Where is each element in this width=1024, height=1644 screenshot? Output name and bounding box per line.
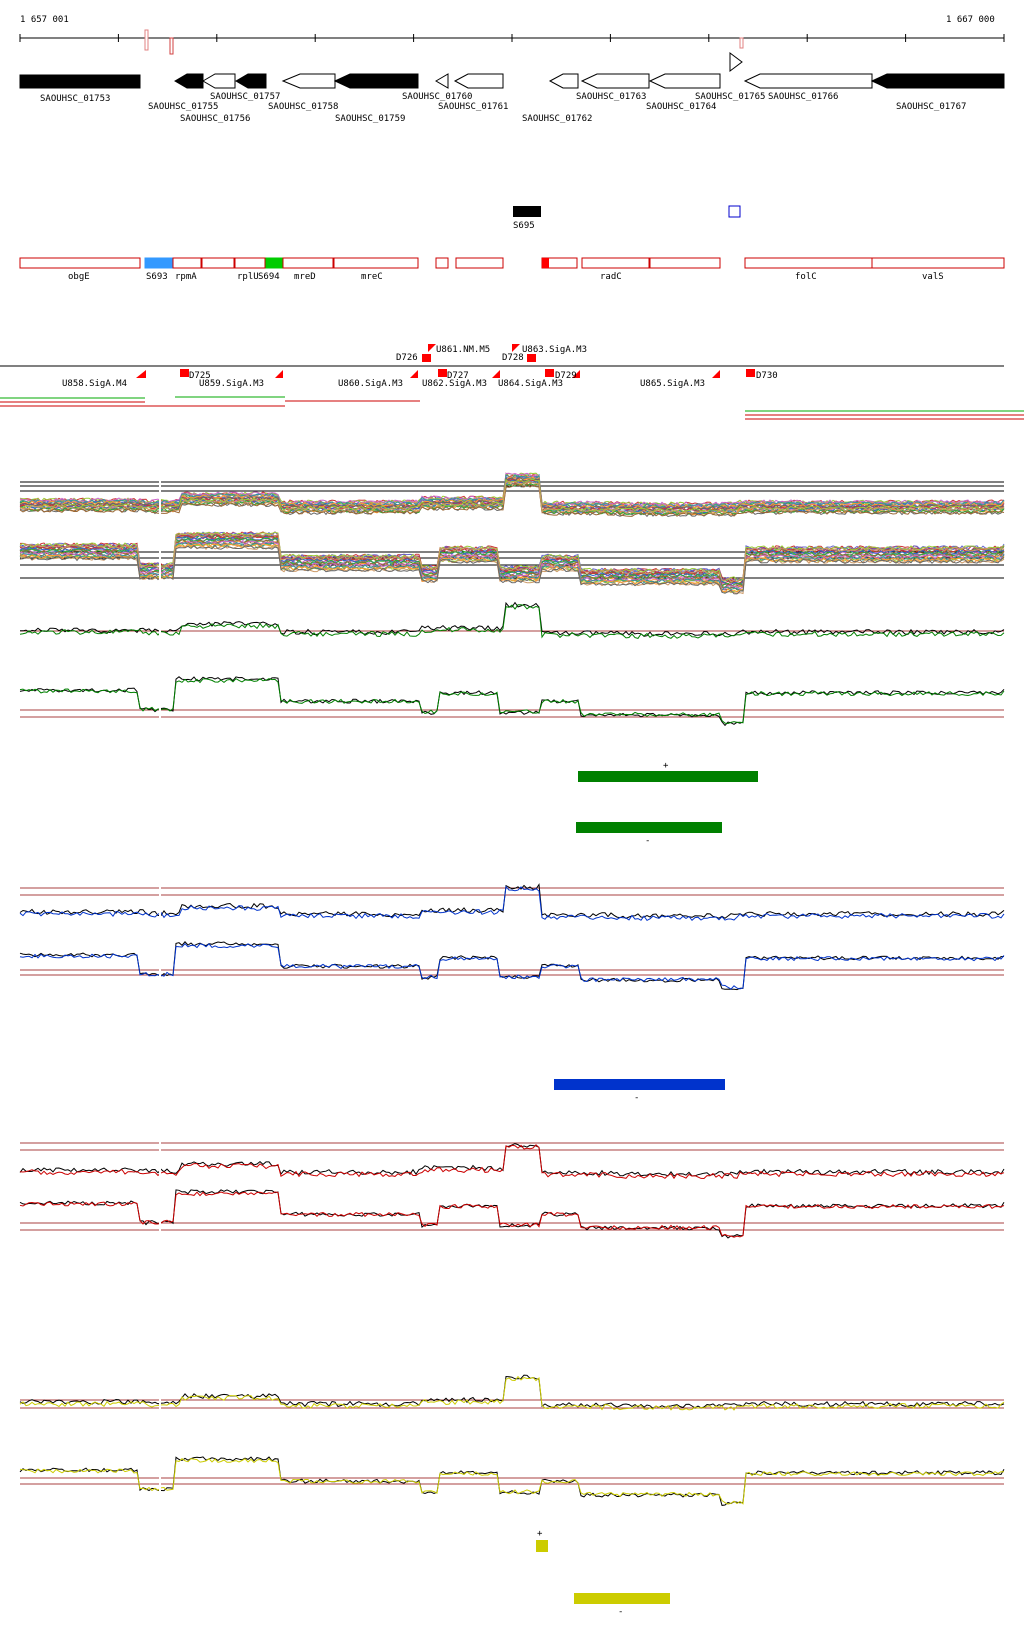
gene-arrow[interactable]: [174, 73, 204, 89]
gene-arrow[interactable]: [870, 73, 1005, 89]
promoter-markers: [136, 344, 755, 378]
gene-label: SAOUHSC_01757: [210, 92, 280, 102]
gene-label: SAOUHSC_01764: [646, 102, 716, 112]
gene-arrow[interactable]: [281, 73, 336, 89]
s-feature-track: S695: [513, 205, 741, 231]
annotation-label: mreD: [294, 272, 316, 282]
green-plus-segment[interactable]: [578, 771, 758, 782]
promoter-label: U863.SigA.M3: [522, 345, 587, 355]
annotation-label: valS: [922, 272, 944, 282]
segment-strand-label: +: [663, 761, 669, 771]
gene-label: SAOUHSC_01761: [438, 102, 508, 112]
s-feature-label: S695: [513, 221, 535, 231]
gene-label: SAOUHSC_01756: [180, 114, 250, 124]
green-minus-segment[interactable]: [576, 822, 722, 833]
gene-arrow[interactable]: [729, 52, 743, 72]
gene-arrow[interactable]: [435, 73, 449, 89]
segment-strand-label: +: [537, 1529, 543, 1539]
annotation-label: rplU: [237, 272, 259, 282]
annotation-label: S693: [146, 272, 168, 282]
ruler-ticks: [19, 34, 1005, 42]
gene-label: SAOUHSC_01758: [268, 102, 338, 112]
promoter-track: U858.SigA.M4 D725 U859.SigA.M3 U860.SigA…: [0, 344, 1024, 420]
gene-track: SAOUHSC_01753 SAOUHSC_01755 SAOUHSC_0175…: [19, 52, 1005, 124]
gene-label: SAOUHSC_01765: [695, 92, 765, 102]
segment-strand-label: -: [645, 836, 650, 846]
annotation-label: S694: [258, 272, 280, 282]
annotation-track: obgE S693 rpmA rplU S694 mreD mreC radC …: [19, 257, 1005, 282]
promoter-label: U860.SigA.M3: [338, 379, 403, 389]
promoter-label: U861.NM.M5: [436, 345, 490, 355]
yellow-plus-segment[interactable]: [536, 1540, 548, 1552]
multi-sample-expression-track: [19, 470, 1005, 595]
promoter-label: D726: [396, 353, 418, 363]
promoter-label: D728: [502, 353, 524, 363]
promoter-label: U858.SigA.M4: [62, 379, 127, 389]
promoter-label: D727: [447, 371, 469, 381]
gene-label: SAOUHSC_01759: [335, 114, 405, 124]
blue-minus-segment[interactable]: [554, 1079, 725, 1090]
annotation-label: obgE: [68, 272, 90, 282]
promoter-label: D725: [189, 371, 211, 381]
promoter-label: D729: [555, 371, 577, 381]
gene-label: SAOUHSC_01760: [402, 92, 472, 102]
ruler-end-label: 1 667 000: [946, 15, 995, 25]
promoter-label: U865.SigA.M3: [640, 379, 705, 389]
gene-arrow[interactable]: [580, 73, 650, 89]
gene-arrow[interactable]: [453, 73, 504, 89]
gene-label: SAOUHSC_01755: [148, 102, 218, 112]
gene-arrow[interactable]: [743, 73, 873, 89]
segment-strand-label: -: [618, 1607, 623, 1617]
paired-expression-tracks: [19, 600, 1005, 1510]
promoter-label: D730: [756, 371, 778, 381]
gene-arrow[interactable]: [648, 73, 721, 89]
segment-bars: + - - + -: [536, 761, 758, 1617]
promoter-label: U862.SigA.M3: [422, 379, 487, 389]
gene-label: SAOUHSC_01767: [896, 102, 966, 112]
coverage-bars: [0, 396, 1024, 420]
s-feature[interactable]: [728, 205, 741, 218]
annotation-label: mreC: [361, 272, 383, 282]
yellow-minus-segment[interactable]: [574, 1593, 670, 1604]
gene-arrow[interactable]: [548, 73, 579, 89]
promoter-label: U864.SigA.M3: [498, 379, 563, 389]
ruler-start-label: 1 657 001: [20, 15, 69, 25]
s-feature[interactable]: [513, 206, 541, 217]
gene-arrow[interactable]: [333, 73, 419, 89]
promoter-label: U859.SigA.M3: [199, 379, 264, 389]
gene-arrow[interactable]: [19, 74, 141, 89]
segment-strand-label: -: [634, 1093, 639, 1103]
gene-label: SAOUHSC_01753: [40, 94, 110, 104]
gene-label: SAOUHSC_01762: [522, 114, 592, 124]
coordinate-ruler: 1 657 001 1 667 000: [19, 15, 1005, 55]
gene-arrow[interactable]: [235, 73, 267, 89]
annotation-label: folC: [795, 272, 817, 282]
annotation-label: rpmA: [175, 272, 197, 282]
annotation-label: radC: [600, 272, 622, 282]
gene-label: SAOUHSC_01763: [576, 92, 646, 102]
gene-label: SAOUHSC_01766: [768, 92, 838, 102]
gene-arrow[interactable]: [202, 73, 236, 89]
